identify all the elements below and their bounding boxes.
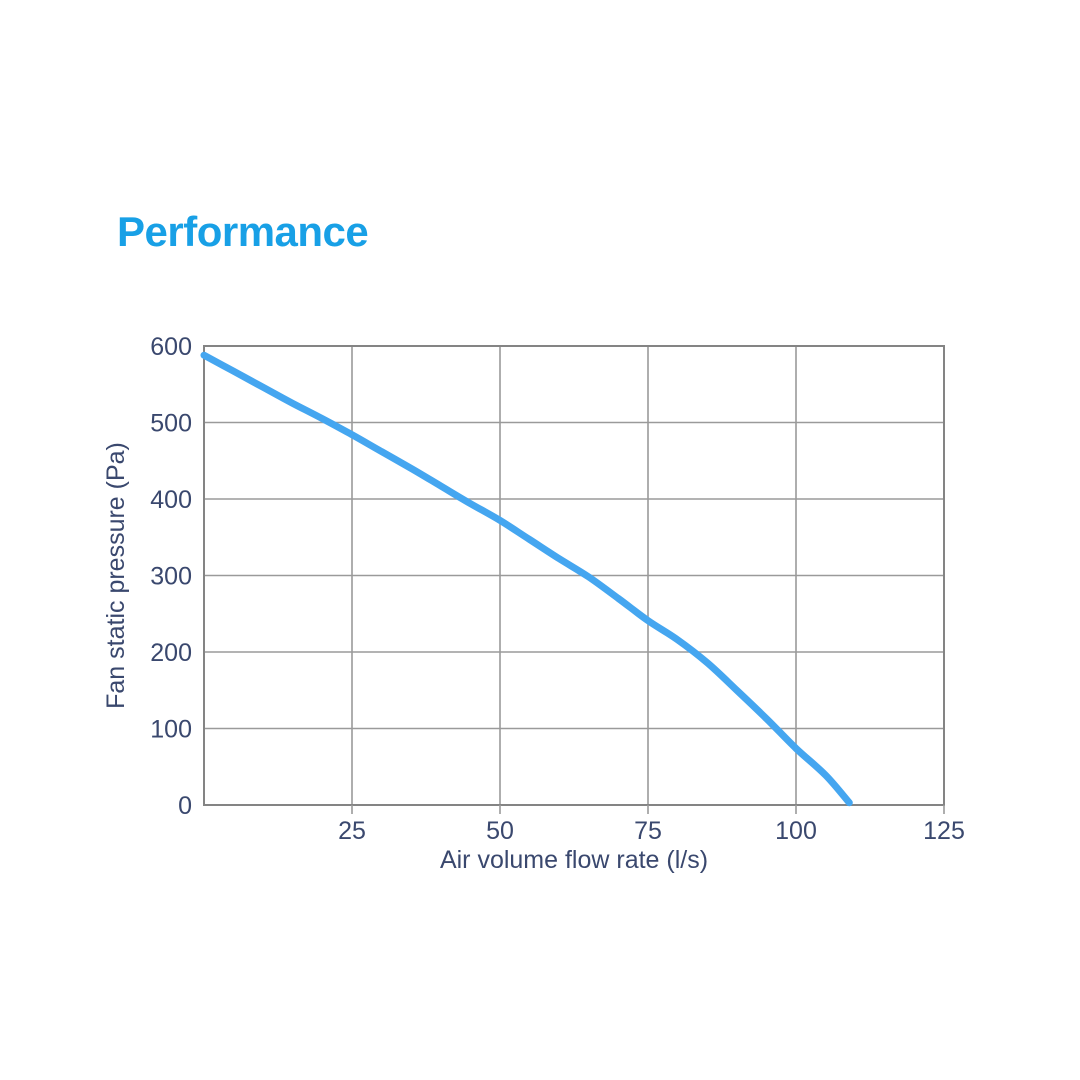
y-tick-label: 500	[150, 410, 192, 438]
y-tick-label: 0	[178, 792, 192, 820]
y-tick-label: 200	[150, 639, 192, 667]
x-tick-label: 125	[923, 817, 965, 845]
y-axis-title: Fan static pressure (Pa)	[102, 442, 130, 709]
plot-border	[203, 345, 945, 806]
page-title: Performance	[117, 208, 369, 255]
y-tick-label: 300	[150, 563, 192, 591]
x-tick-label: 100	[775, 817, 817, 845]
x-tick-label: 75	[634, 817, 662, 845]
fan-curve	[200, 351, 853, 807]
y-tick-label: 400	[150, 486, 192, 514]
y-tick-label: 100	[150, 716, 192, 744]
x-axis-title: Air volume flow rate (l/s)	[440, 846, 708, 874]
x-tick-label: 25	[338, 817, 366, 845]
y-tick-label: 600	[150, 333, 192, 361]
x-tick-label: 50	[486, 817, 514, 845]
